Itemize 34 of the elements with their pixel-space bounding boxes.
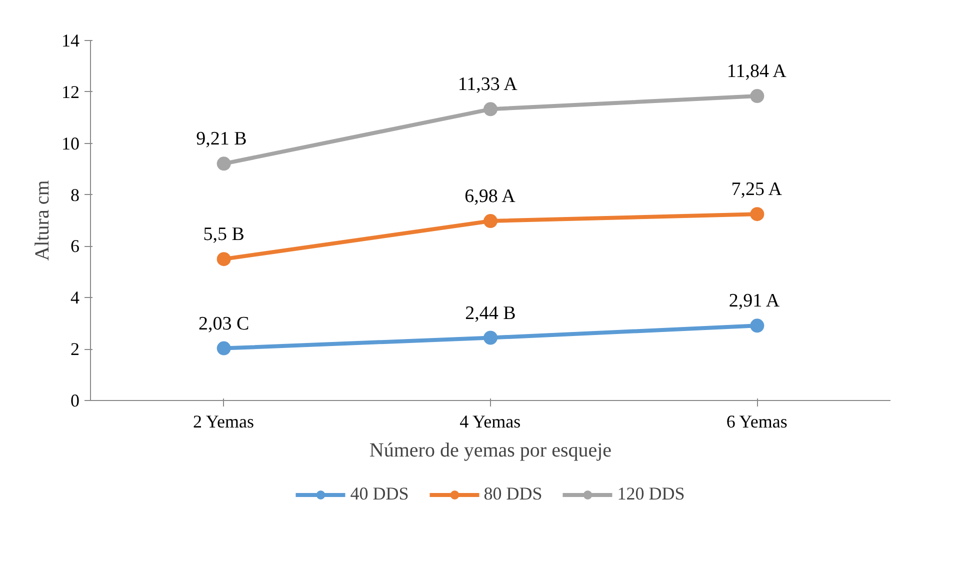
y-tick-label: 12 <box>62 82 80 102</box>
point <box>484 330 498 345</box>
data-label: 7,25 A <box>731 179 782 200</box>
x-tick-label: 4 Yemas <box>460 412 521 432</box>
x-axis-title: Número de yemas por esqueje <box>369 440 612 462</box>
point <box>484 214 498 228</box>
point <box>750 89 764 104</box>
y-tick-label: 8 <box>70 184 80 205</box>
y-tick-label: 6 <box>70 236 80 256</box>
x-tick-label: 2 Yemas <box>192 412 254 432</box>
legend-label: 40 DDS <box>350 484 409 504</box>
point <box>750 318 764 333</box>
y-tick-label: 4 <box>70 288 80 308</box>
legend-label: 80 DDS <box>484 484 542 504</box>
point <box>750 207 764 222</box>
data-label: 9,21 B <box>196 128 247 150</box>
y-tick-label: 0 <box>70 390 80 410</box>
data-label: 6,98 A <box>464 186 516 208</box>
legend-label: 120 DDS <box>617 484 685 504</box>
y-axis-title: Altura cm <box>32 180 54 261</box>
data-label: 11,84 A <box>726 61 787 82</box>
y-tick-label: 2 <box>70 339 80 360</box>
data-label: 2,03 C <box>198 313 250 334</box>
y-tick-label: 14 <box>62 30 80 50</box>
data-label: 2,44 B <box>465 302 516 324</box>
point <box>216 156 231 171</box>
y-tick-label: 10 <box>62 133 80 154</box>
point <box>216 341 231 356</box>
point <box>484 102 498 116</box>
point <box>216 252 231 266</box>
data-label: 2,91 A <box>728 290 780 312</box>
data-label: 5,5 B <box>203 224 244 246</box>
data-label: 11,33 A <box>458 74 518 96</box>
x-tick-label: 6 Yemas <box>726 412 788 432</box>
